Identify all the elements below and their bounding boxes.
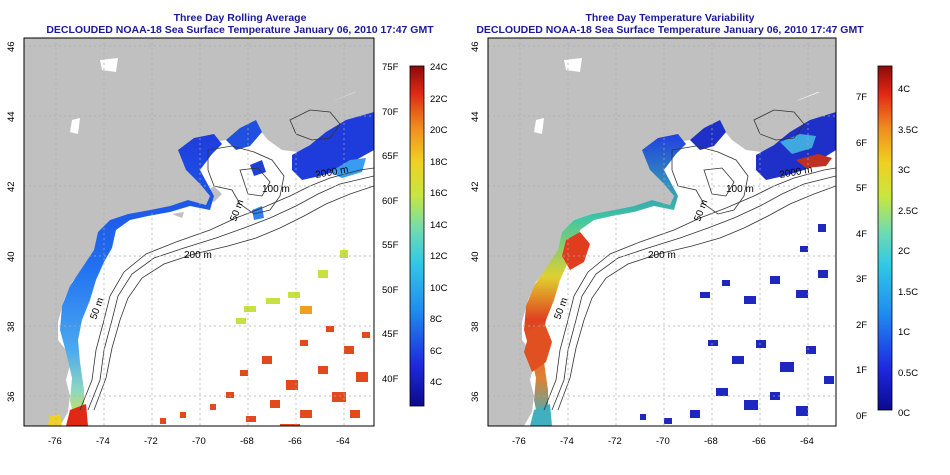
colorbar-tick-fahrenheit: 70F (382, 106, 399, 118)
left-land-mass (24, 38, 374, 426)
colorbar-tick-celsius: 24C (430, 62, 448, 73)
right-contour-label-100: 100 m (726, 184, 754, 195)
longitude-tick-label: -76 (48, 436, 62, 447)
left-contour-label-200: 200 m (184, 250, 212, 261)
colorbar-tick-fahrenheit: 60F (382, 195, 399, 207)
colorbar-tick-fahrenheit: 3F (856, 274, 868, 285)
left-colorbar (409, 65, 425, 407)
colorbar-tick-celsius: 14C (430, 219, 448, 231)
colorbar-tick-celsius: 0C (898, 408, 911, 419)
left-sst-coastal (60, 134, 222, 420)
left-sst-offshore-warm (160, 326, 370, 426)
left-title-line2: DECLOUDED NOAA-18 Sea Surface Temperatur… (46, 24, 434, 36)
colorbar-tick-fahrenheit: 7F (856, 92, 868, 103)
colorbar-tick-celsius: 4C (898, 84, 911, 95)
left-depth-contours (79, 109, 374, 411)
latitude-tick-label: 40 (470, 251, 481, 262)
longitude-tick-label: -68 (240, 436, 254, 447)
colorbar-tick-celsius: 12C (430, 251, 448, 262)
latitude-tick-label: 38 (470, 321, 481, 332)
latitude-tick-label: 46 (470, 41, 481, 52)
latitude-tick-label: 40 (6, 251, 17, 262)
latitude-tick-label: 38 (6, 321, 17, 332)
colorbar-tick-celsius: 2C (898, 246, 911, 257)
latitude-tick-label: 36 (6, 391, 17, 402)
right-contour-label-200: 200 m (648, 250, 676, 261)
colorbar-tick-fahrenheit: 40F (382, 373, 399, 385)
right-land-mass (488, 38, 836, 426)
right-var-coastal (524, 134, 686, 420)
longitude-tick-label: -70 (656, 436, 670, 447)
colorbar-tick-celsius: 1C (898, 327, 911, 338)
colorbar-tick-fahrenheit: 5F (856, 183, 868, 194)
latitude-tick-label: 46 (6, 41, 17, 52)
longitude-tick-label: -72 (608, 436, 622, 447)
longitude-tick-label: -72 (144, 436, 158, 447)
colorbar-tick-fahrenheit: 4F (856, 228, 868, 240)
colorbar-tick-celsius: 16C (430, 188, 448, 199)
colorbar-tick-celsius: 2.5C (898, 205, 919, 217)
colorbar-tick-celsius: 3.5C (898, 124, 919, 136)
latitude-tick-label: 42 (470, 181, 481, 192)
latitude-tick-label: 42 (6, 181, 17, 192)
longitude-tick-label: -70 (192, 436, 206, 447)
latitude-tick-label: 44 (6, 111, 17, 122)
left-title-line1: Three Day Rolling Average (173, 12, 307, 24)
colorbar-tick-celsius: 3C (898, 165, 911, 176)
colorbar-tick-fahrenheit: 2F (856, 319, 868, 331)
longitude-tick-label: -66 (288, 436, 302, 447)
colorbar-tick-fahrenheit: 6F (856, 137, 868, 149)
right-title-line1: Three Day Temperature Variability (585, 12, 755, 24)
colorbar-tick-celsius: 8C (430, 314, 443, 325)
colorbar-tick-celsius: 4C (430, 377, 443, 388)
colorbar-tick-celsius: 10C (430, 282, 448, 294)
colorbar-tick-celsius: 18C (430, 156, 448, 168)
colorbar-tick-fahrenheit: 0F (856, 410, 868, 422)
left-grid (24, 38, 374, 426)
longitude-tick-label: -74 (96, 436, 110, 447)
colorbar-tick-fahrenheit: 45F (382, 329, 399, 340)
colorbar-tick-celsius: 6C (430, 345, 443, 357)
left-sst-scotian (292, 112, 374, 180)
latitude-tick-label: 36 (470, 391, 481, 402)
colorbar-tick-fahrenheit: 50F (382, 284, 399, 296)
colorbar-tick-fahrenheit: 65F (382, 151, 399, 162)
colorbar-tick-fahrenheit: 55F (382, 240, 399, 251)
right-grid (488, 38, 836, 426)
colorbar-tick-fahrenheit: 1F (856, 365, 868, 376)
left-contour-label-100: 100 m (262, 184, 290, 195)
longitude-tick-label: -66 (752, 436, 766, 447)
colorbar-tick-fahrenheit: 75F (382, 62, 399, 73)
colorbar-tick-celsius: 22C (430, 93, 448, 105)
colorbar-tick-celsius: 1.5C (898, 286, 919, 298)
longitude-tick-label: -76 (512, 436, 526, 447)
colorbar-tick-celsius: 20C (430, 125, 448, 136)
longitude-tick-label: -64 (800, 436, 814, 447)
right-title-line2: DECLOUDED NOAA-18 Sea Surface Temperatur… (476, 24, 864, 36)
longitude-tick-label: -74 (560, 436, 574, 447)
longitude-tick-label: -68 (704, 436, 718, 447)
colorbar-tick-celsius: 0.5C (898, 367, 919, 379)
right-colorbar (877, 65, 893, 411)
longitude-tick-label: -64 (336, 436, 350, 447)
latitude-tick-label: 44 (470, 111, 481, 122)
right-depth-contours (543, 109, 836, 411)
